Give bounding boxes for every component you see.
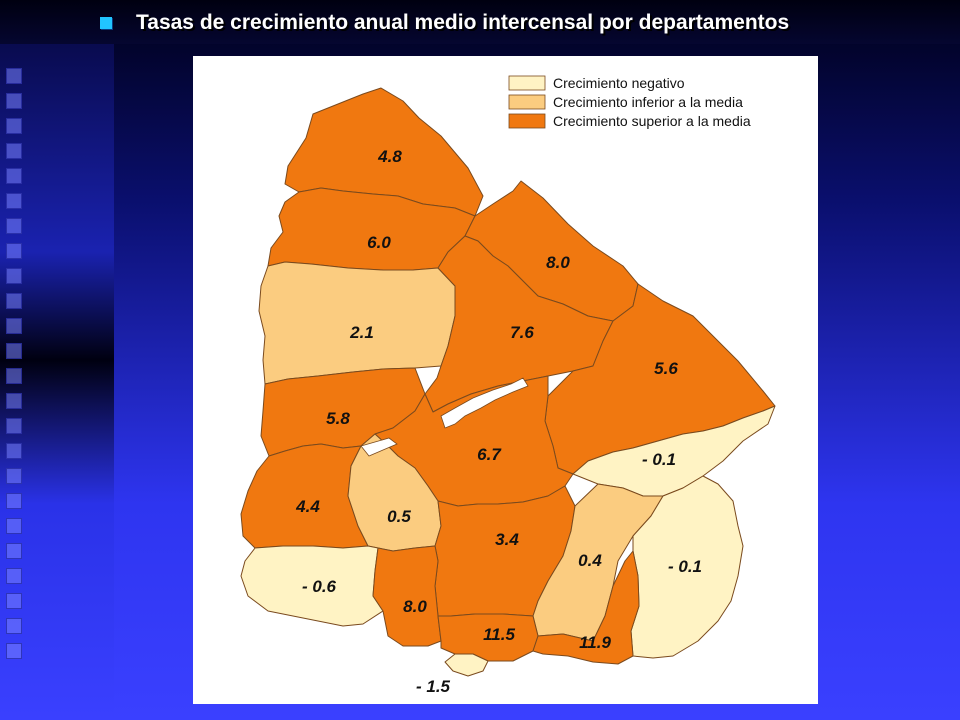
legend-label-above: Crecimiento superior a la media [553,113,751,129]
label-flores: 0.5 [387,507,411,526]
department-region [532,550,640,665]
title-bar: Tasas de crecimiento anual medio interce… [0,0,960,44]
bullet-square-icon [100,17,112,29]
department-region [437,613,539,662]
label-montevideo: - 1.5 [416,677,451,696]
label-canelones: 11.5 [483,625,515,644]
label-colonia: - 0.6 [302,577,337,596]
label-rivera: 8.0 [546,253,570,272]
label-durazno: 6.7 [477,445,502,464]
legend-swatch-below [508,94,546,110]
department-region [258,261,456,385]
rivers [360,377,529,457]
department-region [372,545,442,647]
legend-swatch-negative [508,75,546,91]
label-tacuarembo: 7.6 [510,323,534,342]
department-region [240,545,384,627]
legend-label-negative: Crecimiento negativo [553,75,685,91]
label-rio-negro: 5.8 [326,409,350,428]
label-maldonado: 11.9 [579,633,611,652]
department-labels: 4.8 6.0 8.0 2.1 7.6 5.6 5.8 6.7 - 0.1 4.… [295,147,702,696]
side-decoration [0,0,114,720]
label-lavalleja: 0.4 [578,551,602,570]
label-san-jose: 8.0 [403,597,427,616]
decorative-squares [6,68,24,668]
label-paysandu: 2.1 [349,323,374,342]
slide-title: Tasas de crecimiento anual medio interce… [136,11,790,34]
uruguay-department-map: Crecimiento negativo Crecimiento inferio… [240,75,776,696]
department-region [444,653,489,677]
label-cerro-largo: 5.6 [654,359,678,378]
label-florida: 3.4 [495,530,519,549]
map-panel: Crecimiento negativo Crecimiento inferio… [193,56,818,704]
legend-label-below: Crecimiento inferior a la media [553,94,743,110]
label-artigas: 4.8 [377,147,402,166]
legend-swatch-above [508,113,546,129]
label-treinta-y-tres: - 0.1 [642,450,676,469]
legend: Crecimiento negativo Crecimiento inferio… [508,75,751,129]
label-rocha: - 0.1 [668,557,702,576]
label-soriano: 4.4 [295,497,320,516]
label-salto: 6.0 [367,233,391,252]
